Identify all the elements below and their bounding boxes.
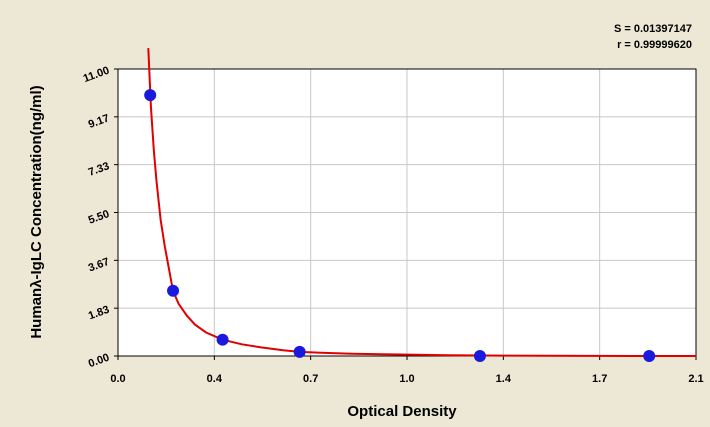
x-tick-label: 0.7 — [303, 373, 318, 385]
y-tick-label: 7.33 — [87, 160, 111, 179]
data-point — [473, 350, 486, 362]
y-tick-label: 0.00 — [87, 352, 111, 371]
r-value-label: r = 0.99999620 — [617, 39, 692, 51]
y-tick-label: 3.67 — [87, 256, 111, 275]
y-tick-label: 5.50 — [87, 208, 111, 227]
data-point — [643, 350, 656, 362]
x-tick-label: 1.4 — [496, 373, 512, 385]
x-tick-label: 0.0 — [110, 373, 125, 385]
data-point — [216, 333, 229, 346]
y-tick-label: 1.83 — [87, 304, 111, 323]
x-axis-label: Optical Density — [347, 403, 457, 420]
s-value-label: S = 0.01397147 — [614, 23, 692, 35]
fitted-curve — [147, 48, 697, 357]
x-tick-label: 0.4 — [207, 373, 223, 385]
data-point — [167, 284, 180, 297]
data-point — [144, 89, 157, 102]
plot-border — [117, 68, 697, 357]
x-tick-label: 1.0 — [399, 373, 414, 385]
y-tick-label: 11.00 — [82, 65, 111, 85]
x-tick-label: 2.1 — [688, 373, 703, 385]
y-tick-label: 9.17 — [87, 112, 111, 131]
y-axis-label: Humanλ-IgLC Concentration(ng/ml) — [28, 85, 45, 338]
x-tick-label: 1.7 — [592, 373, 607, 385]
data-point — [293, 345, 306, 358]
